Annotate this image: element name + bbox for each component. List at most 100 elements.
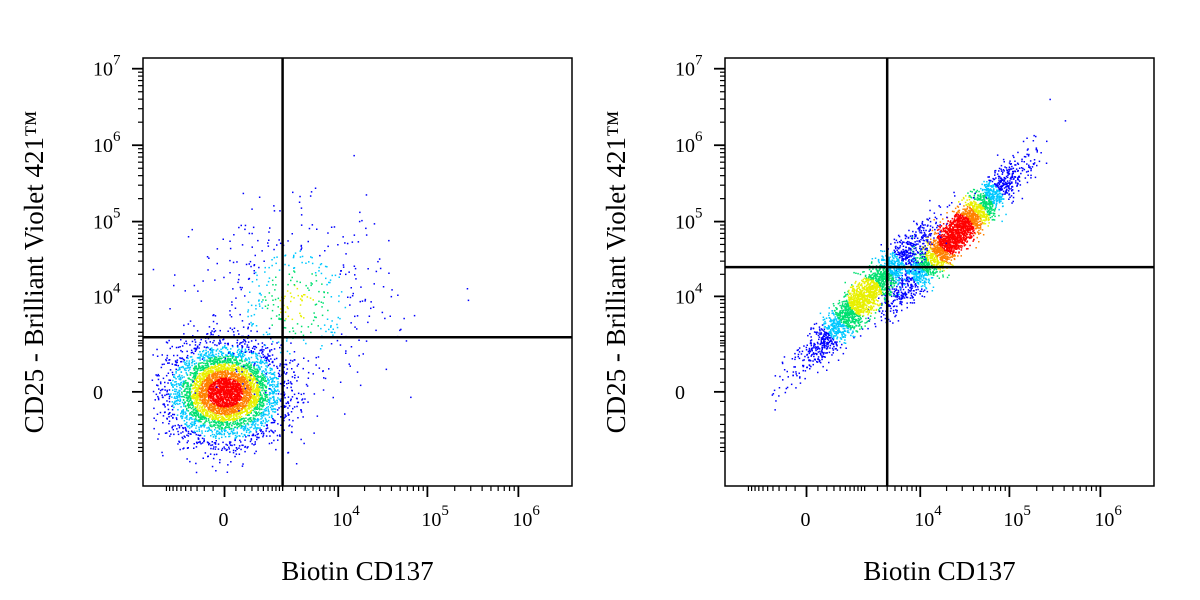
event-dot	[225, 376, 227, 379]
event-dot	[214, 360, 216, 363]
event-dot	[309, 297, 312, 299]
event-dot	[279, 299, 281, 302]
event-dot	[235, 404, 238, 406]
event-dot	[283, 405, 286, 407]
event-dot	[229, 327, 232, 329]
event-dot	[266, 406, 268, 409]
event-dot	[197, 384, 199, 386]
event-dot	[226, 391, 228, 394]
event-dot	[251, 325, 253, 327]
event-dot	[204, 430, 207, 432]
event-dot	[181, 351, 184, 353]
event-dot	[170, 382, 172, 384]
event-dot	[372, 306, 375, 308]
event-dot	[209, 378, 211, 380]
event-dot	[328, 281, 330, 284]
event-dot	[161, 394, 163, 396]
event-dot	[276, 390, 278, 392]
event-dot	[211, 390, 213, 392]
event-dot	[165, 358, 167, 361]
event-dot	[240, 288, 242, 291]
event-dot	[324, 377, 327, 380]
event-dot	[253, 362, 256, 364]
event-dot	[234, 413, 236, 416]
event-dot	[188, 391, 190, 394]
event-dot	[196, 370, 198, 373]
event-dot	[225, 425, 227, 428]
event-dot	[253, 377, 255, 380]
event-dot	[234, 389, 237, 391]
event-dot	[267, 414, 269, 416]
event-dot	[188, 424, 191, 427]
event-dot	[254, 392, 256, 395]
event-dot	[330, 325, 332, 327]
event-dot	[194, 415, 197, 417]
event-dot	[214, 418, 216, 420]
event-dot	[230, 361, 232, 363]
event-dot	[194, 341, 197, 343]
event-dot	[216, 396, 219, 398]
event-dot	[263, 260, 265, 262]
event-dot	[236, 360, 238, 362]
event-dot	[218, 422, 220, 425]
event-dot	[233, 395, 235, 398]
event-dot	[174, 381, 176, 383]
event-dot	[234, 408, 236, 411]
event-dot	[251, 406, 253, 408]
event-dot	[245, 420, 247, 422]
event-dot	[230, 409, 232, 411]
event-dot	[247, 401, 249, 403]
event-dot	[165, 341, 168, 343]
event-dot	[240, 370, 243, 372]
event-dot	[256, 405, 259, 407]
event-dot	[214, 419, 216, 422]
event-dot	[228, 397, 230, 399]
event-dot	[183, 420, 186, 422]
event-dot	[200, 415, 202, 417]
event-dot	[198, 373, 200, 375]
event-dot	[322, 370, 324, 372]
event-dot	[196, 392, 198, 395]
event-dot	[244, 425, 247, 428]
event-dot	[216, 411, 218, 413]
event-dot	[204, 387, 207, 390]
event-dot	[270, 392, 272, 395]
event-dot	[272, 421, 275, 424]
event-dot	[262, 361, 264, 364]
event-dot	[272, 402, 274, 404]
event-dot	[258, 386, 260, 388]
event-dot	[261, 382, 264, 385]
event-dot	[261, 307, 264, 309]
event-dot	[240, 407, 242, 410]
event-dot	[206, 382, 208, 384]
event-dot	[232, 451, 235, 454]
event-dot	[292, 407, 294, 410]
event-dot	[248, 323, 251, 325]
event-dot	[213, 381, 216, 384]
event-dot	[241, 402, 243, 404]
event-dot	[220, 409, 223, 412]
event-dot	[232, 386, 234, 388]
event-dot	[204, 416, 206, 419]
event-dot	[229, 382, 232, 384]
event-dot	[279, 210, 281, 212]
event-dot	[235, 415, 237, 417]
event-dot	[252, 352, 254, 355]
event-dot	[215, 435, 217, 437]
event-dot	[238, 404, 240, 407]
event-dot	[191, 390, 193, 393]
event-dot	[193, 378, 196, 380]
event-dot	[236, 380, 239, 383]
event-dot	[211, 350, 213, 352]
event-dot	[276, 342, 278, 344]
event-dot	[205, 371, 208, 374]
event-dot	[254, 417, 256, 420]
event-dot	[247, 366, 249, 369]
event-dot	[195, 409, 197, 411]
event-dot	[213, 400, 216, 402]
event-dot	[292, 191, 294, 194]
event-dot	[253, 372, 256, 374]
event-dot	[232, 422, 234, 425]
event-dot	[179, 383, 182, 386]
event-dot	[214, 279, 216, 281]
